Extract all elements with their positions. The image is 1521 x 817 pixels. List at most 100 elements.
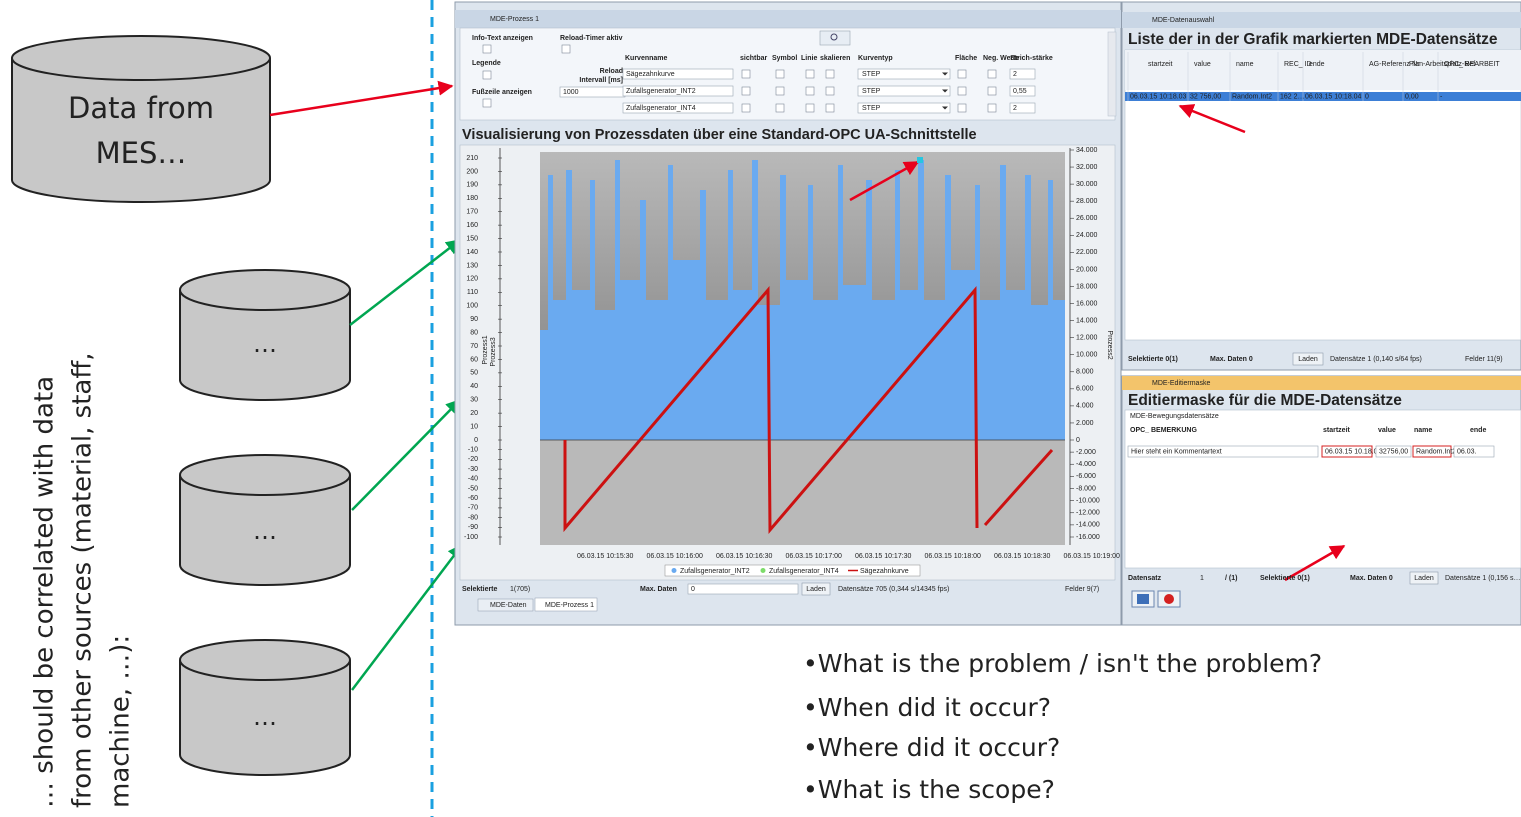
field-value: 06.03.15 10.18.03 <box>1325 448 1382 455</box>
checkbox <box>826 70 834 78</box>
x-tick-label: 06.03.15 10:17:00 <box>786 553 843 560</box>
cylinder-other: … <box>180 270 350 400</box>
tick-label: 50 <box>470 370 478 377</box>
column-header: Strich-stärke <box>1010 55 1053 62</box>
tick-label: 90 <box>470 316 478 323</box>
tick-label: 170 <box>466 209 478 216</box>
checkbox <box>806 70 814 78</box>
tick-label: -8.000 <box>1076 485 1096 492</box>
column-header: name <box>1236 61 1254 68</box>
tick-label: 12.000 <box>1076 334 1098 341</box>
tick-label: 130 <box>466 262 478 269</box>
tick-label: 26.000 <box>1076 215 1098 222</box>
tick-label: -90 <box>468 524 478 531</box>
column-header: Fläche <box>955 55 977 62</box>
column-header: Linie <box>801 55 817 62</box>
footer: / (1) <box>1225 575 1237 582</box>
input <box>688 584 798 594</box>
checkbox <box>826 87 834 95</box>
cylinder-label: MES… <box>96 136 187 170</box>
x-tick-label: 06.03.15 10:16:30 <box>716 553 773 560</box>
curve-name: Zufallsgenerator_INT2 <box>626 88 696 95</box>
tick-label: 18.000 <box>1076 283 1098 290</box>
column-header: REC_ ID <box>1284 61 1312 68</box>
column-header: Kurventyp <box>858 55 893 62</box>
bullet: •Where did it occur? <box>803 733 1060 762</box>
cancel-icon <box>1164 594 1174 604</box>
arrow <box>270 86 452 115</box>
legend-symbol <box>761 568 766 573</box>
option-label: Fußzeile anzeigen <box>472 89 532 96</box>
line-width: 2 <box>1013 71 1017 78</box>
option-label: Reload <box>600 68 623 75</box>
checkbox <box>958 104 966 112</box>
tick-label: 4.000 <box>1076 403 1094 410</box>
bullet: •When did it occur? <box>803 693 1051 722</box>
field-value: Random.Int2 <box>1416 448 1456 455</box>
tick-label: -2.000 <box>1076 449 1096 456</box>
cell: 32 756,00 <box>1190 93 1221 100</box>
cylinder-other: … <box>180 455 350 585</box>
input-value: 0 <box>691 586 695 593</box>
column-header: ende <box>1309 61 1325 68</box>
column-header: Symbol <box>772 55 797 62</box>
cylinder-label: … <box>253 330 277 358</box>
side-text: machine, …): <box>106 635 136 808</box>
checkbox <box>483 99 491 107</box>
tick-label: 30 <box>470 397 478 404</box>
heading: Liste der in der Grafik markierten MDE-D… <box>1128 31 1498 48</box>
checkbox <box>562 45 570 53</box>
column-header: Kurvenname <box>625 55 668 62</box>
footer-value: Felder 9(7) <box>1065 586 1099 593</box>
line-width: 2 <box>1013 105 1017 112</box>
tab-label: MDE-Prozess 1 <box>545 602 594 609</box>
tick-label: -20 <box>468 456 478 463</box>
arrow <box>352 400 460 510</box>
checkbox <box>483 71 491 79</box>
tick-label: 28.000 <box>1076 198 1098 205</box>
footer: Datensätze 1 (0,140 s/64 fps) <box>1330 356 1422 363</box>
x-tick-label: 06.03.15 10:15:30 <box>577 553 634 560</box>
curve-name: Sägezahnkurve <box>626 71 675 78</box>
checkbox <box>806 104 814 112</box>
tick-label: 200 <box>466 168 478 175</box>
checkbox <box>988 104 996 112</box>
tick-label: -40 <box>468 476 478 483</box>
tick-label: 32.000 <box>1076 164 1098 171</box>
option-label: Legende <box>472 60 501 67</box>
column-header: OPC_ BEARBEIT <box>1444 61 1500 68</box>
x-tick-label: 06.03.15 10:18:30 <box>994 553 1051 560</box>
search-button[interactable] <box>820 31 850 45</box>
curve-name: Zufallsgenerator_INT4 <box>626 105 696 112</box>
tick-label: 20 <box>470 410 478 417</box>
tick-label: 22.000 <box>1076 249 1098 256</box>
cell: 0,00 <box>1405 93 1419 100</box>
tick-label: 110 <box>467 289 478 296</box>
tab-label: MDE-Daten <box>490 602 527 609</box>
cell: 162 2… <box>1280 93 1305 100</box>
tick-label: -14.000 <box>1076 522 1100 529</box>
cylinder-other: … <box>180 640 350 775</box>
column-header: sichtbar <box>740 55 768 62</box>
x-tick-label: 06.03.15 10:18:00 <box>925 553 982 560</box>
option-label: Intervall [ms] <box>579 77 623 84</box>
save-icon <box>1137 594 1149 604</box>
checkbox <box>776 70 784 78</box>
checkbox <box>988 70 996 78</box>
field-value: 06.03. <box>1457 448 1477 455</box>
tick-label: 20.000 <box>1076 266 1098 273</box>
tick-label: 14.000 <box>1076 317 1098 324</box>
tick-label: 60 <box>470 356 478 363</box>
arrow <box>352 545 462 690</box>
footer: Max. Daten 0 <box>1210 356 1253 363</box>
input-value: 1000 <box>563 89 579 96</box>
checkbox <box>988 87 996 95</box>
checkbox <box>958 87 966 95</box>
bullet: •What is the scope? <box>803 775 1055 804</box>
bullet: •What is the problem / isn't the problem… <box>803 649 1322 678</box>
tick-label: 0 <box>1076 437 1080 444</box>
legend-symbol <box>672 568 677 573</box>
tick-label: -60 <box>468 495 478 502</box>
cell: 06.03.15 10:18.03 <box>1130 93 1187 100</box>
heading: Editiermaske für die MDE-Datensätze <box>1128 392 1402 409</box>
